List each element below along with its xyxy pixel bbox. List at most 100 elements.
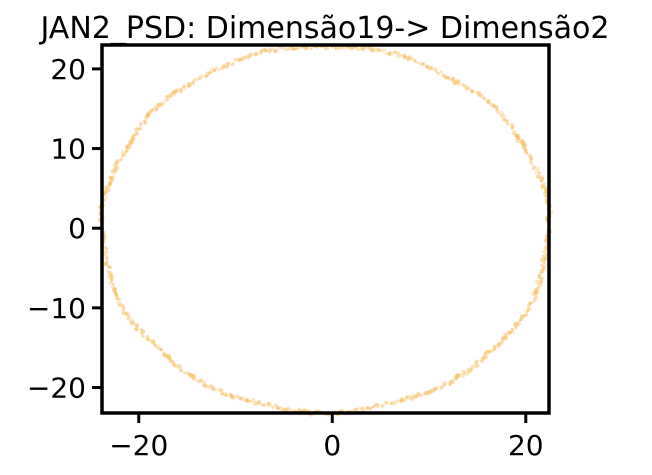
data-point (134, 131, 139, 136)
data-point (203, 383, 209, 389)
data-point (107, 274, 113, 280)
data-point (451, 76, 456, 81)
data-point (456, 372, 461, 378)
x-tick-label: −20 (109, 429, 168, 462)
data-point (272, 48, 278, 54)
data-point (534, 171, 538, 175)
data-point (413, 59, 417, 63)
data-point (334, 46, 340, 51)
data-point (501, 114, 507, 120)
data-point (120, 303, 125, 308)
data-point (159, 348, 163, 352)
data-point (121, 307, 126, 312)
data-point (380, 404, 384, 408)
data-point (470, 89, 474, 94)
data-point (104, 250, 109, 255)
data-point (338, 46, 342, 50)
data-point (262, 403, 266, 407)
data-point (139, 122, 143, 127)
data-point (373, 402, 379, 408)
data-point (178, 367, 183, 373)
data-point (464, 84, 469, 90)
data-point (266, 402, 272, 407)
data-point (425, 64, 430, 69)
data-point (481, 96, 486, 100)
data-point (371, 405, 375, 409)
data-point (290, 46, 295, 51)
data-point (270, 405, 275, 409)
data-point (533, 297, 538, 302)
data-point (383, 48, 387, 52)
data-point (149, 108, 155, 113)
data-point (417, 62, 421, 65)
data-point (424, 390, 429, 396)
data-point (384, 400, 388, 405)
data-point (208, 71, 212, 75)
data-point (190, 373, 196, 379)
data-point (193, 78, 197, 82)
data-point (224, 393, 229, 397)
data-point (198, 76, 202, 81)
data-point (461, 369, 466, 375)
data-point (460, 83, 465, 87)
data-point (165, 98, 170, 102)
data-point (510, 125, 515, 130)
data-point (403, 398, 408, 402)
data-point (220, 391, 224, 396)
data-point (104, 254, 109, 259)
data-point (386, 401, 390, 406)
data-point (233, 58, 237, 62)
data-point (109, 176, 115, 182)
data-point (365, 406, 370, 411)
data-point (402, 53, 407, 58)
data-point (205, 74, 209, 78)
data-point (107, 270, 113, 276)
data-point (103, 262, 108, 267)
data-point (526, 307, 531, 312)
data-point (442, 380, 448, 386)
data-point (389, 401, 395, 406)
data-point (356, 407, 360, 411)
data-point (171, 360, 175, 364)
data-point (440, 385, 444, 389)
data-point (227, 61, 231, 65)
data-point (443, 75, 447, 79)
data-point (116, 300, 122, 306)
data-point (387, 51, 392, 57)
data-point (480, 356, 485, 361)
data-point (476, 91, 482, 96)
data-point (419, 61, 425, 67)
data-point (384, 51, 388, 55)
data-point (134, 326, 139, 332)
data-point (240, 56, 245, 61)
chart-title: JAN2_PSD: Dimensão19-> Dimensão2 (38, 11, 609, 46)
data-point (253, 52, 259, 57)
x-tick-label: 0 (323, 429, 341, 462)
data-point (544, 194, 548, 199)
data-point (543, 244, 549, 250)
data-point (505, 119, 509, 123)
data-point (106, 269, 110, 273)
data-point (340, 46, 344, 50)
data-point (527, 154, 532, 158)
data-point (402, 55, 407, 60)
data-point (525, 309, 529, 314)
data-point (451, 380, 456, 385)
data-point (513, 321, 519, 327)
data-point (150, 339, 156, 344)
data-point (495, 108, 499, 112)
data-point (147, 338, 152, 342)
data-point (482, 355, 487, 360)
data-point (183, 371, 187, 375)
data-point (360, 47, 364, 51)
y-axis: 20 10 0 −10 −20 (27, 53, 102, 405)
data-point (156, 102, 160, 107)
data-point (514, 133, 519, 138)
data-point (230, 394, 236, 400)
data-point (165, 94, 169, 99)
data-point (378, 48, 382, 52)
data-point (511, 130, 517, 136)
data-point (514, 326, 518, 330)
data-point (112, 163, 118, 169)
data-point (533, 290, 539, 296)
